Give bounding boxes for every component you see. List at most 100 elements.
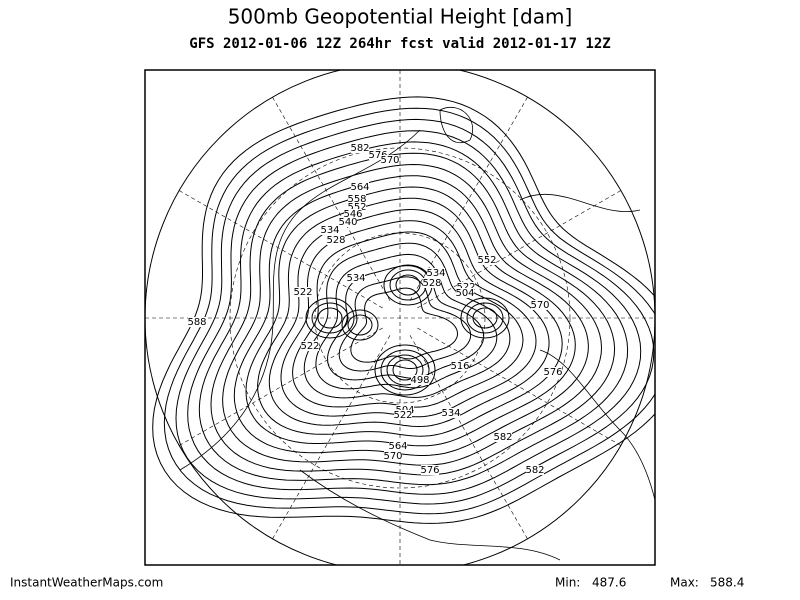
contour-line	[233, 175, 589, 456]
contour-line	[395, 274, 421, 296]
contour-line	[268, 209, 550, 428]
contour-label: 564	[350, 182, 369, 193]
label-backdrop	[478, 255, 496, 265]
contour-line	[303, 242, 511, 399]
contour-label: 588	[187, 317, 206, 328]
contour-line	[460, 297, 510, 339]
contour-line	[257, 197, 563, 437]
label-backdrop	[457, 282, 475, 292]
contour-label: 504	[455, 288, 474, 299]
contour-label: 570	[530, 300, 549, 311]
contour-label: 582	[525, 465, 544, 476]
contour-label: 534	[426, 268, 445, 279]
contour-line	[341, 309, 379, 341]
contour-label: 516	[450, 361, 469, 372]
coastline	[539, 349, 655, 501]
label-backdrop	[327, 235, 345, 245]
contour-line	[222, 163, 603, 466]
contour-label: 552	[347, 202, 366, 213]
min-label: Min:	[555, 576, 580, 590]
coastline	[439, 107, 473, 143]
contour-line	[245, 186, 576, 447]
map-frame	[144, 69, 656, 566]
max-value: 588.4	[710, 576, 744, 590]
contour-label: 582	[493, 432, 512, 443]
contour-label: 528	[326, 235, 345, 246]
contour-label: 522	[293, 287, 312, 298]
contour-line	[152, 96, 655, 524]
contour-label: 552	[477, 255, 496, 266]
contour-line	[386, 354, 424, 386]
label-backdrop	[451, 361, 469, 371]
label-backdrop	[294, 287, 312, 297]
label-backdrop	[427, 268, 445, 278]
contour-line	[380, 349, 430, 391]
min-value: 487.6	[592, 576, 626, 590]
contour-label: 534	[441, 408, 460, 419]
label-backdrop	[394, 410, 412, 420]
contour-label: 570	[380, 155, 399, 166]
contour-lines	[152, 96, 655, 561]
contour-label: 570	[383, 451, 402, 462]
label-backdrop	[531, 300, 549, 310]
meridian-line	[272, 97, 391, 301]
contour-line	[311, 302, 349, 334]
contour-label: 546	[343, 209, 362, 220]
contour-label: 576	[368, 150, 387, 161]
label-backdrop	[344, 209, 362, 219]
label-backdrop	[351, 182, 369, 192]
label-backdrop	[351, 143, 369, 153]
label-backdrop	[411, 375, 429, 385]
map-subtitle: GFS 2012-01-06 12Z 264hr fcst valid 2012…	[189, 36, 610, 52]
label-backdrop	[442, 408, 460, 418]
label-backdrop	[369, 150, 387, 160]
label-backdrop	[526, 465, 544, 475]
contour-label: 558	[347, 194, 366, 205]
contour-label: 522	[393, 410, 412, 421]
label-backdrop	[421, 465, 439, 475]
contour-label: 576	[543, 367, 562, 378]
contour-label: 522	[300, 341, 319, 352]
label-backdrop	[456, 288, 474, 298]
contour-label: 522	[456, 282, 475, 293]
contour-line	[466, 302, 504, 334]
label-backdrop	[348, 202, 366, 212]
contour-line	[175, 118, 655, 505]
label-backdrop	[348, 194, 366, 204]
label-backdrop	[544, 367, 562, 377]
label-backdrop	[381, 155, 399, 165]
contour-line	[374, 344, 436, 396]
contour-label: 564	[388, 441, 407, 452]
label-backdrop	[384, 451, 402, 461]
label-backdrop	[389, 441, 407, 451]
contour-line	[392, 359, 418, 381]
contour-line	[338, 276, 472, 372]
contour-line	[347, 314, 373, 336]
label-backdrop	[188, 317, 206, 327]
contour-line	[317, 307, 343, 329]
contour-line	[305, 297, 355, 339]
contour-label: 540	[338, 217, 357, 228]
contour-label: 534	[320, 225, 339, 236]
contour-label: 528	[422, 278, 441, 289]
coastline	[299, 469, 561, 561]
contour-label: 582	[350, 143, 369, 154]
label-backdrop	[301, 341, 319, 351]
map-title: 500mb Geopotential Height [dam]	[228, 5, 573, 29]
contour-line	[210, 152, 616, 476]
site-credit: InstantWeatherMaps.com	[10, 576, 163, 590]
contour-line	[198, 141, 629, 486]
coastline	[519, 194, 641, 212]
contour-line	[472, 307, 498, 329]
contour-line	[163, 107, 655, 515]
contour-label: 576	[420, 465, 439, 476]
coastline	[179, 129, 421, 471]
label-backdrop	[347, 273, 365, 283]
label-backdrop	[494, 432, 512, 442]
contour-line	[292, 231, 524, 408]
label-backdrop	[321, 225, 339, 235]
contour-line	[187, 130, 642, 495]
